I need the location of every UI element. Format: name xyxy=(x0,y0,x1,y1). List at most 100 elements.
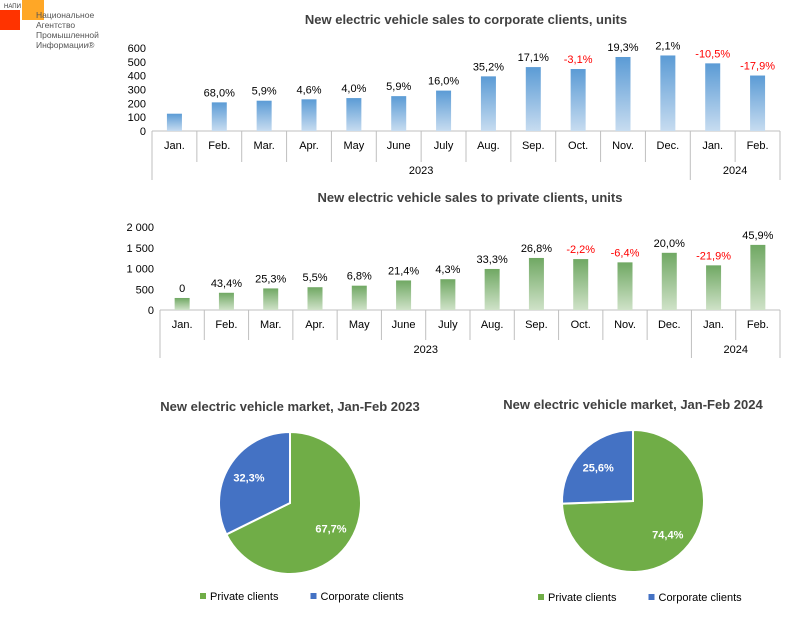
bar xyxy=(307,287,323,310)
bar-data-label: 68,0% xyxy=(204,87,235,99)
x-category-label: Nov. xyxy=(612,140,634,152)
x-category-label: May xyxy=(343,140,364,152)
bar xyxy=(660,55,676,131)
bar-data-label: 2,1% xyxy=(655,40,680,52)
bar xyxy=(346,98,362,131)
y-tick-label: 600 xyxy=(128,43,146,55)
x-category-label: June xyxy=(387,140,411,152)
x-category-label: Jan. xyxy=(164,140,185,152)
bar-data-label: 20,0% xyxy=(654,238,685,250)
y-tick-label: 0 xyxy=(140,126,146,138)
bar-data-label: -3,1% xyxy=(564,54,593,66)
y-tick-label: 100 xyxy=(128,112,146,124)
bar-data-label: 0 xyxy=(179,283,185,295)
bar-data-label: -6,4% xyxy=(611,247,640,259)
legend-marker xyxy=(310,593,317,599)
bar xyxy=(436,90,452,131)
pie-title: New electric vehicle market, Jan-Feb 202… xyxy=(503,397,763,412)
bar xyxy=(705,63,721,132)
bar-data-label: 43,4% xyxy=(211,278,242,290)
bar-data-label: 6,8% xyxy=(347,271,372,283)
legend-label: Corporate clients xyxy=(321,591,405,603)
x-category-label: June xyxy=(392,319,416,331)
bar xyxy=(615,56,631,131)
y-tick-label: 500 xyxy=(136,284,154,296)
bar-data-label: 35,2% xyxy=(473,61,504,73)
bar xyxy=(528,257,544,310)
x-category-label: Apr. xyxy=(305,319,325,331)
bar xyxy=(166,113,182,131)
x-category-label: Oct. xyxy=(571,319,591,331)
legend-label: Private clients xyxy=(210,591,279,603)
bar-data-label: 4,6% xyxy=(296,84,321,96)
pie-value-label: 74,4% xyxy=(652,529,683,541)
bar xyxy=(396,280,412,310)
y-tick-label: 200 xyxy=(128,98,146,110)
bar-data-label: 5,9% xyxy=(386,81,411,93)
x-category-label: Dec. xyxy=(658,319,681,331)
x-category-label: Mar. xyxy=(253,140,274,152)
y-tick-label: 0 xyxy=(148,305,154,317)
bar-data-label: -2,2% xyxy=(566,244,595,256)
bar-data-label: 4,0% xyxy=(341,83,366,95)
x-category-label: May xyxy=(349,319,370,331)
pie-value-label: 67,7% xyxy=(315,523,346,535)
bar-data-label: 4,3% xyxy=(435,264,460,276)
x-category-label: Jan. xyxy=(702,140,723,152)
market-pie-2024: New electric vehicle market, Jan-Feb 202… xyxy=(503,397,763,604)
bar xyxy=(263,288,279,310)
market-pie-2023: New electric vehicle market, Jan-Feb 202… xyxy=(160,399,419,603)
bar-data-label: 26,8% xyxy=(521,243,552,255)
bar-data-label: -10,5% xyxy=(695,48,730,60)
x-category-label: Feb. xyxy=(215,319,237,331)
year-label: 2023 xyxy=(409,165,433,177)
bar xyxy=(480,76,496,131)
x-category-label: Jan. xyxy=(172,319,193,331)
y-tick-label: 300 xyxy=(128,85,146,97)
bar xyxy=(706,265,722,310)
bar-data-label: 16,0% xyxy=(428,76,459,88)
bar-data-label: 21,4% xyxy=(388,265,419,277)
bar xyxy=(570,69,586,131)
x-category-label: Sep. xyxy=(525,319,548,331)
bar-data-label: 5,5% xyxy=(302,272,327,284)
pie-title: New electric vehicle market, Jan-Feb 202… xyxy=(160,399,419,414)
pie-slice xyxy=(224,430,362,575)
logo-red-square xyxy=(0,10,20,30)
logo-line-1: Национальное xyxy=(36,10,94,20)
y-tick-label: 1 500 xyxy=(126,243,154,255)
bar xyxy=(617,262,633,310)
x-category-label: Aug. xyxy=(477,140,500,152)
bar-data-label: 45,9% xyxy=(742,230,773,242)
x-category-label: Aug. xyxy=(481,319,504,331)
bar xyxy=(750,244,766,310)
legend-label: Corporate clients xyxy=(659,592,743,604)
logo-line-4: Информации® xyxy=(36,40,95,50)
x-category-label: Sep. xyxy=(522,140,545,152)
legend-marker xyxy=(538,594,544,600)
chart-title: New electric vehicle sales to corporate … xyxy=(305,12,627,27)
logo-orange-square xyxy=(22,0,44,20)
bar xyxy=(391,96,407,131)
x-category-label: July xyxy=(438,319,458,331)
x-category-label: Apr. xyxy=(299,140,319,152)
napi-logo: НАПИ Национальное Агентство Промышленной… xyxy=(0,0,99,50)
y-tick-label: 500 xyxy=(128,57,146,69)
bar xyxy=(573,259,589,310)
pie-value-label: 32,3% xyxy=(233,473,264,485)
bar xyxy=(211,102,227,131)
year-label: 2023 xyxy=(413,344,437,356)
x-category-label: Oct. xyxy=(568,140,588,152)
logo-abbr: НАПИ xyxy=(4,4,21,10)
private-sales-chart: New electric vehicle sales to private cl… xyxy=(126,190,781,358)
y-tick-label: 1 000 xyxy=(126,264,154,276)
x-category-label: Mar. xyxy=(260,319,281,331)
bar xyxy=(440,279,456,310)
bar xyxy=(256,100,272,131)
corporate-sales-chart: New electric vehicle sales to corporate … xyxy=(128,12,781,180)
bar-data-label: -21,9% xyxy=(696,250,731,262)
bar xyxy=(218,292,234,310)
legend-marker xyxy=(200,593,206,599)
bar xyxy=(301,99,317,131)
x-category-label: Feb. xyxy=(747,140,769,152)
